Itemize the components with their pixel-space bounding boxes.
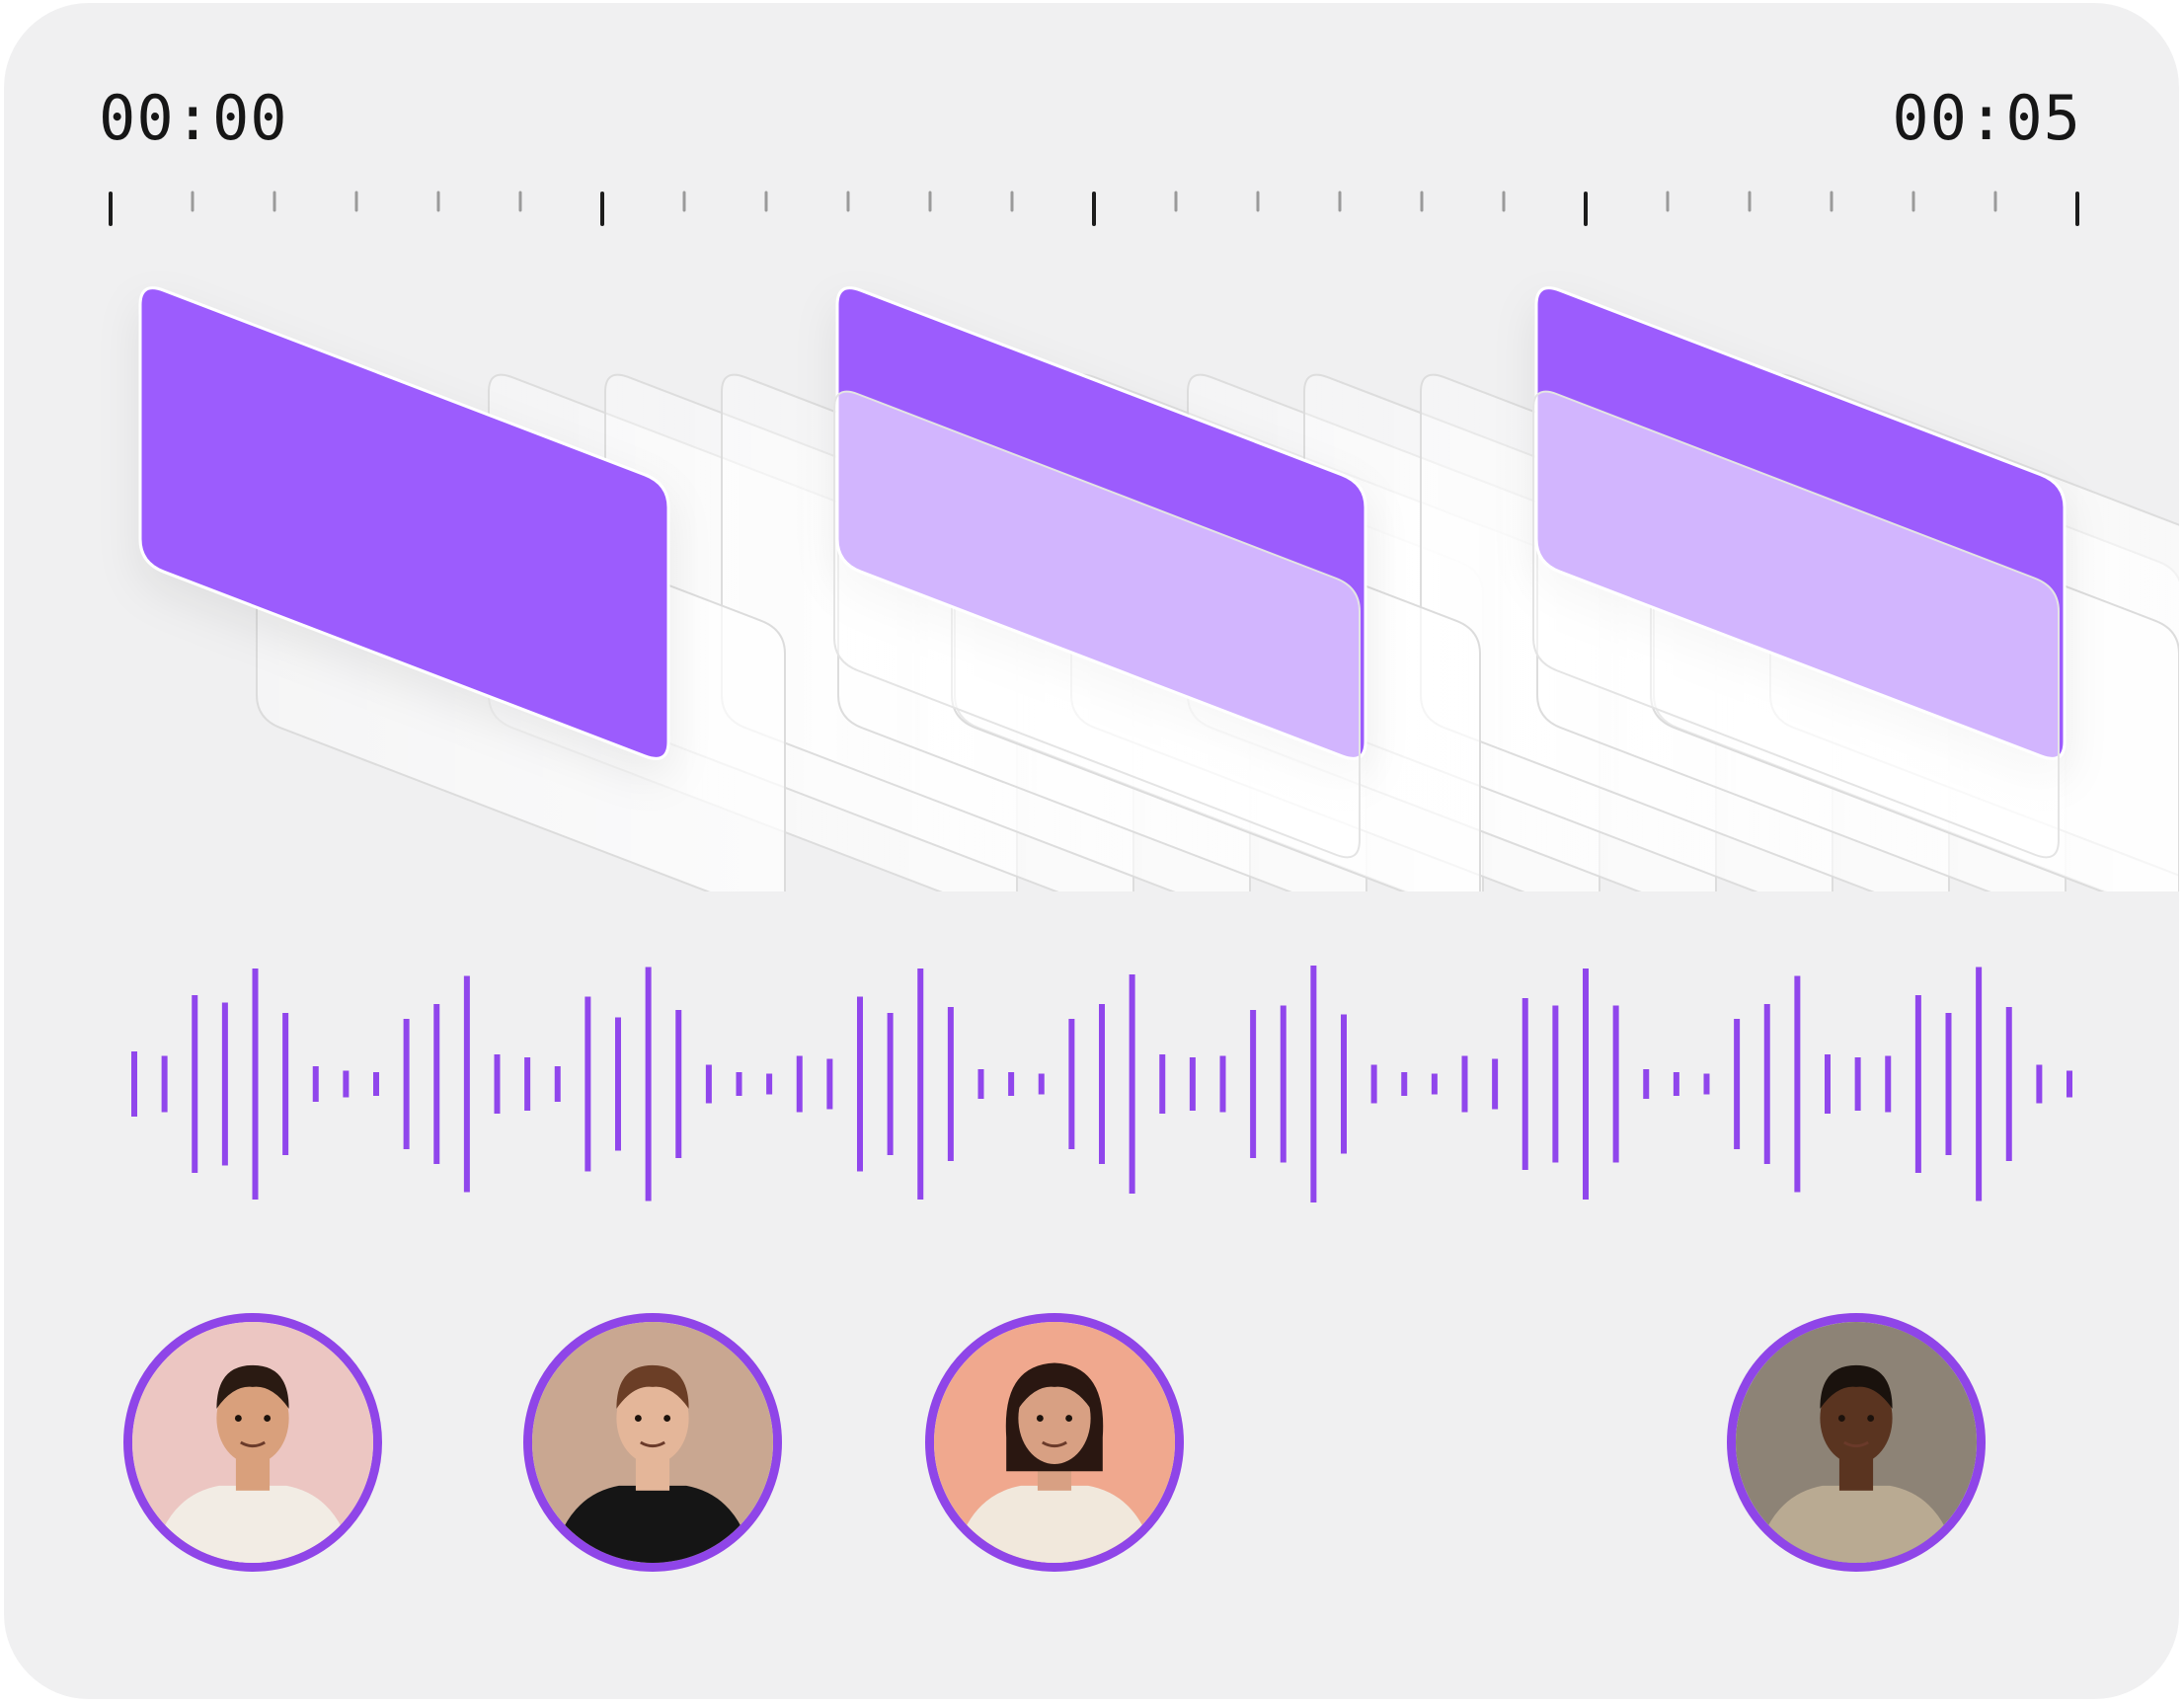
avatar-speaker-4[interactable] xyxy=(1727,1313,1986,1572)
timeline-start-time: 00:00 xyxy=(99,82,288,154)
glass-overlay-frame xyxy=(1532,390,2060,859)
avatar-man-colorful-hoodie-icon xyxy=(132,1322,373,1563)
avatar-man-beige-jacket-icon xyxy=(1736,1322,1977,1563)
avatar-woman-bob-hair-icon xyxy=(934,1322,1175,1563)
video-frames-stack xyxy=(138,286,2179,891)
avatar-speaker-3[interactable] xyxy=(925,1313,1184,1572)
timeline-end-time: 00:05 xyxy=(1892,82,2081,154)
avatar-man-black-hoodie-icon xyxy=(532,1322,773,1563)
audio-waveform[interactable] xyxy=(4,921,2179,1247)
avatar-speaker-2[interactable] xyxy=(523,1313,782,1572)
glass-overlay-frame xyxy=(833,390,1361,859)
editor-card: 00:00 00:05 xyxy=(4,3,2179,1699)
avatar-speaker-1[interactable] xyxy=(123,1313,382,1572)
purple-frame-1[interactable] xyxy=(138,286,670,760)
